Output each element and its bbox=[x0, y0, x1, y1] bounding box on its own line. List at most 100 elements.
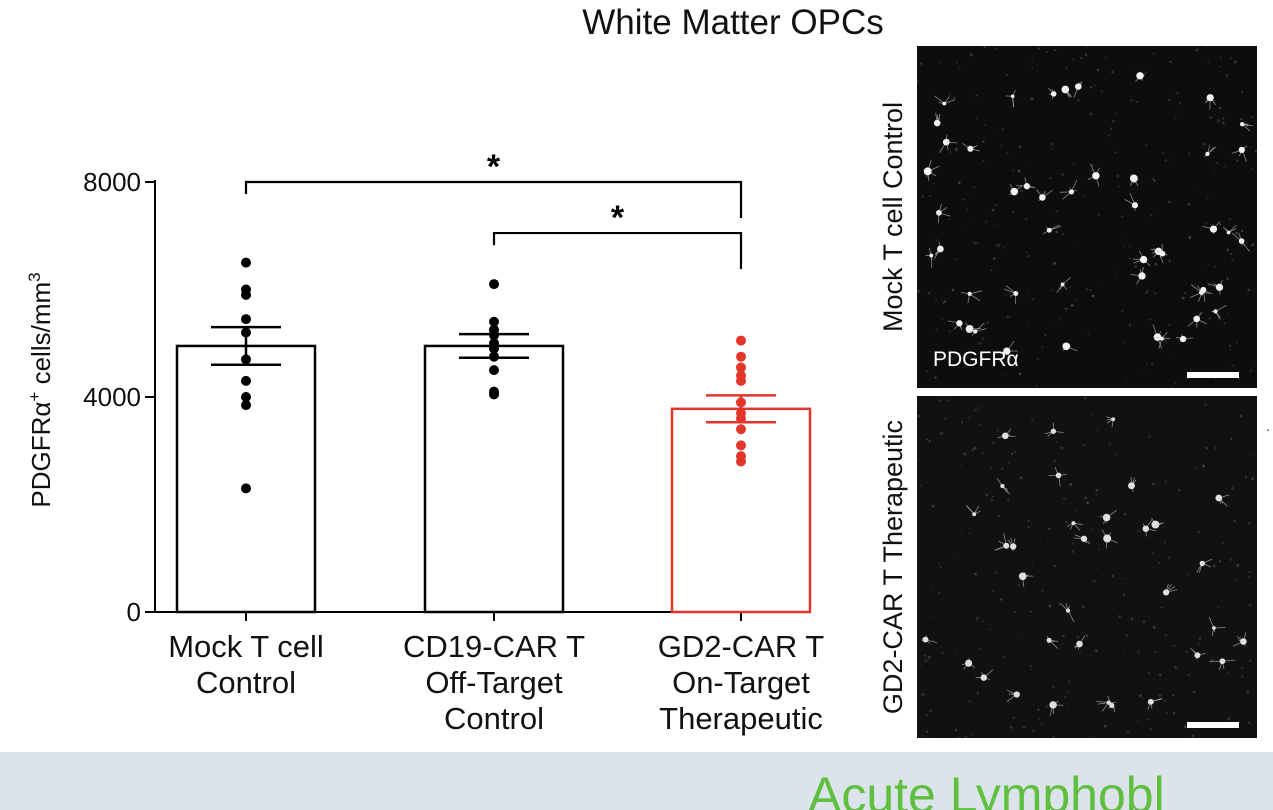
background-speckle bbox=[1022, 725, 1026, 729]
background-speckle bbox=[939, 399, 942, 402]
background-speckle bbox=[1137, 719, 1139, 722]
background-speckle bbox=[928, 195, 931, 198]
background-speckle bbox=[1245, 596, 1247, 598]
background-speckle bbox=[1151, 482, 1155, 486]
background-speckle bbox=[1030, 610, 1033, 613]
background-speckle bbox=[1240, 117, 1243, 121]
background-speckle bbox=[1093, 84, 1096, 87]
background-speckle bbox=[1235, 231, 1239, 235]
background-speckle bbox=[930, 456, 933, 459]
cell-body bbox=[1130, 266, 1146, 285]
background-speckle bbox=[928, 440, 931, 443]
background-speckle bbox=[1027, 526, 1030, 529]
background-speckle bbox=[1163, 700, 1166, 703]
background-speckle bbox=[1108, 442, 1112, 445]
background-speckle bbox=[1236, 563, 1240, 567]
cell-body bbox=[933, 112, 941, 127]
background-speckle bbox=[1112, 120, 1115, 123]
stray-mark: . bbox=[1266, 418, 1270, 434]
background-speckle bbox=[1061, 643, 1063, 645]
background-speckle bbox=[935, 328, 938, 331]
background-speckle bbox=[1055, 324, 1057, 326]
background-speckle bbox=[1155, 443, 1158, 446]
background-speckle bbox=[1151, 177, 1154, 180]
background-speckle bbox=[1036, 69, 1038, 72]
background-speckle bbox=[976, 617, 979, 620]
cell-body bbox=[1207, 279, 1224, 295]
background-speckle bbox=[1019, 476, 1023, 480]
background-speckle bbox=[923, 654, 927, 657]
cell-body bbox=[1231, 232, 1250, 252]
cell-body bbox=[965, 322, 982, 334]
background-speckle bbox=[1098, 548, 1100, 551]
background-speckle bbox=[1128, 324, 1132, 327]
background-speckle bbox=[1095, 494, 1097, 496]
micrograph-gd2-therapeutic bbox=[917, 396, 1257, 738]
x-category-label: Off-Target bbox=[425, 665, 563, 700]
background-speckle bbox=[1123, 341, 1125, 344]
background-speckle bbox=[956, 556, 959, 558]
cell-body bbox=[997, 428, 1016, 440]
cell-body bbox=[1048, 87, 1057, 100]
background-speckle bbox=[1083, 396, 1087, 400]
data-point bbox=[489, 279, 499, 290]
cell-body bbox=[1005, 90, 1016, 108]
cell-speckle-top bbox=[917, 46, 1257, 388]
background-speckle bbox=[1052, 685, 1055, 689]
background-speckle bbox=[1027, 254, 1031, 258]
background-speckle bbox=[1218, 223, 1222, 226]
background-speckle bbox=[921, 735, 924, 737]
background-speckle bbox=[1030, 668, 1033, 671]
background-speckle bbox=[1248, 603, 1252, 607]
background-speckle bbox=[1031, 418, 1034, 421]
cell-body bbox=[1106, 416, 1116, 428]
background-speckle bbox=[1233, 60, 1237, 64]
background-speckle bbox=[1096, 567, 1099, 570]
background-speckle bbox=[1094, 649, 1098, 653]
background-speckle bbox=[1058, 400, 1061, 402]
background-speckle bbox=[1071, 542, 1074, 545]
background-speckle bbox=[982, 452, 985, 455]
background-speckle bbox=[1230, 57, 1233, 60]
background-speckle bbox=[1041, 346, 1044, 348]
background-speckle bbox=[1096, 68, 1100, 72]
background-speckle bbox=[1247, 288, 1251, 292]
background-speckle bbox=[1233, 519, 1236, 523]
background-speckle bbox=[954, 728, 957, 732]
cell-body bbox=[1124, 192, 1139, 211]
background-speckle bbox=[1068, 285, 1072, 289]
chart-title: White Matter OPCs bbox=[582, 3, 883, 42]
background-speckle bbox=[948, 93, 951, 96]
background-speckle bbox=[1061, 233, 1065, 236]
background-speckle bbox=[1144, 291, 1148, 295]
background-speckle bbox=[1214, 378, 1217, 380]
background-speckle bbox=[1188, 236, 1192, 239]
background-speckle bbox=[956, 62, 958, 64]
background-speckle bbox=[1007, 499, 1010, 502]
background-speckle bbox=[997, 514, 1001, 518]
background-speckle bbox=[1113, 402, 1116, 405]
data-point bbox=[489, 365, 499, 376]
background-speckle bbox=[1154, 262, 1158, 266]
background-speckle bbox=[1167, 624, 1169, 627]
scale-bar-top bbox=[1187, 372, 1239, 378]
background-speckle bbox=[1231, 258, 1234, 261]
footer-heading: Acute Lymphobl bbox=[808, 767, 1165, 810]
cell-body bbox=[1203, 145, 1217, 157]
background-speckle bbox=[1064, 695, 1067, 698]
background-speckle bbox=[1230, 253, 1233, 256]
data-point bbox=[241, 392, 251, 402]
cell-body bbox=[1073, 81, 1083, 98]
cell-body bbox=[1049, 700, 1064, 717]
background-speckle bbox=[1040, 722, 1044, 725]
data-point bbox=[736, 413, 746, 424]
background-speckle bbox=[990, 466, 992, 469]
background-speckle bbox=[1226, 313, 1229, 315]
background-speckle bbox=[1240, 666, 1244, 670]
background-speckle bbox=[1053, 49, 1057, 52]
background-speckle bbox=[1151, 323, 1154, 326]
background-speckle bbox=[985, 493, 989, 497]
cell-body bbox=[1211, 305, 1227, 320]
background-speckle bbox=[917, 289, 920, 293]
